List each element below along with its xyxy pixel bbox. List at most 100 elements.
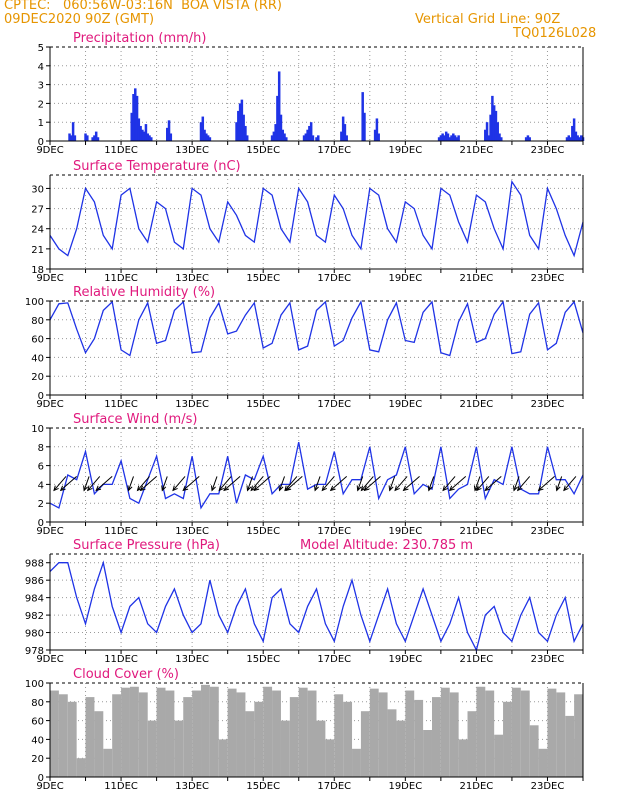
cloud-bar <box>494 734 504 777</box>
precip-bar <box>285 137 288 141</box>
x-tick-label: 9DEC <box>36 273 63 284</box>
precip-bar <box>375 118 379 141</box>
x-tick-label: 21DEC <box>460 399 494 410</box>
y-tick-label: 100 <box>25 297 44 308</box>
precip-bar <box>141 129 144 141</box>
cloud-bar <box>236 692 246 777</box>
precip-bar <box>84 133 87 141</box>
precip-bar <box>281 129 284 141</box>
x-tick-label: 15DEC <box>246 399 280 410</box>
cloud-bar <box>396 720 406 777</box>
precip-bar <box>276 95 279 141</box>
wind-arrow-head <box>513 485 518 492</box>
precip-bar <box>235 122 238 141</box>
precip-bar <box>492 105 496 141</box>
precip-bar <box>574 131 578 141</box>
x-tick-label: 19DEC <box>388 654 422 665</box>
wind-arrow-head <box>555 485 561 492</box>
precip-bar <box>274 124 277 141</box>
wind-arrow-head <box>53 485 59 492</box>
wind-arrow <box>140 476 157 491</box>
precip-bar <box>203 129 206 141</box>
cloud-bar <box>405 690 415 777</box>
precip-bar <box>206 135 210 141</box>
x-tick-label: 9DEC <box>36 145 63 156</box>
precip-bar <box>448 137 451 141</box>
cloud-bar <box>458 739 468 777</box>
x-tick-label: 13DEC <box>175 654 209 665</box>
wind-arrow-head <box>442 485 448 492</box>
precip-bar <box>524 137 528 141</box>
precip-bar <box>73 135 77 141</box>
x-tick-label: 11DEC <box>104 399 138 410</box>
wind-arrow <box>428 476 435 491</box>
header-location: 060:56W-03:16N BOA VISTA (RR) <box>62 0 283 13</box>
x-tick-label: 13DEC <box>175 781 209 792</box>
precip-bar <box>373 129 377 141</box>
cloud-bar <box>76 758 86 777</box>
cloud-bar <box>574 694 583 777</box>
precip-bar <box>526 135 530 141</box>
precip-bar <box>496 122 499 141</box>
precip-bar <box>489 114 492 141</box>
precip-bar <box>571 125 574 141</box>
y-tick-label: 80 <box>31 316 44 327</box>
precip-bar <box>304 133 308 141</box>
cloud-bar <box>129 686 139 777</box>
wind-arrow <box>484 476 502 491</box>
wind-arrow <box>172 476 186 491</box>
x-tick-label: 9DEC <box>36 781 63 792</box>
cloud-bar <box>307 690 317 777</box>
wind-arrow-head <box>448 485 455 492</box>
panel-title: Precipitation (mm/h) <box>73 31 206 46</box>
wind-arrow <box>279 476 285 491</box>
cloud-bar <box>209 686 219 777</box>
precip-bar <box>565 137 569 141</box>
wind-arrow <box>247 476 254 491</box>
precip-bar <box>437 137 441 141</box>
panel-title: Relative Humidity (%) <box>73 285 215 300</box>
wind-arrow-head <box>356 485 362 492</box>
x-tick-label: 11DEC <box>104 273 138 284</box>
wind-arrow-head <box>136 485 143 492</box>
precip-bar <box>238 103 242 141</box>
x-tick-label: 17DEC <box>317 781 351 792</box>
x-tick-label: 19DEC <box>388 781 422 792</box>
precip-bar <box>579 135 583 141</box>
precip-bar <box>277 71 281 141</box>
precip-bar <box>578 137 581 141</box>
wind-arrow <box>513 476 520 491</box>
cloud-bar <box>440 687 450 777</box>
y-tick-label: 978 <box>25 646 44 657</box>
precip-bar <box>134 88 137 141</box>
cloud-bar <box>503 701 512 777</box>
y-tick-label: 3 <box>38 81 44 92</box>
y-tick-label: 2 <box>38 99 44 110</box>
cloud-bar <box>511 687 521 777</box>
x-tick-label: 19DEC <box>388 399 422 410</box>
panel-subtitle: Model Altitude: 230.785 m <box>300 538 473 553</box>
precip-bar <box>487 135 491 141</box>
wind-arrow <box>182 476 200 491</box>
wind-arrow-head <box>211 485 216 492</box>
wind-arrow-head <box>223 485 230 492</box>
precip-bar <box>377 133 380 141</box>
cloud-bar <box>378 692 388 777</box>
precip-bar <box>167 120 171 141</box>
wind-arrow <box>253 476 271 491</box>
precip-bar <box>569 137 572 141</box>
series-line <box>49 300 584 357</box>
x-tick-label: 21DEC <box>460 273 494 284</box>
series-line <box>49 560 584 652</box>
precip-bar <box>146 133 149 141</box>
x-tick-label: 17DEC <box>317 526 351 537</box>
wind-arrow-head <box>285 485 292 492</box>
cloud-bar <box>85 697 95 777</box>
precip-bar <box>244 125 247 141</box>
panel-title: Cloud Cover (%) <box>73 667 179 682</box>
precip-bar <box>439 135 443 141</box>
cloud-bar <box>192 690 202 777</box>
wind-arrow-head <box>394 485 400 492</box>
precip-bar <box>70 135 73 141</box>
x-tick-label: 15DEC <box>246 145 280 156</box>
